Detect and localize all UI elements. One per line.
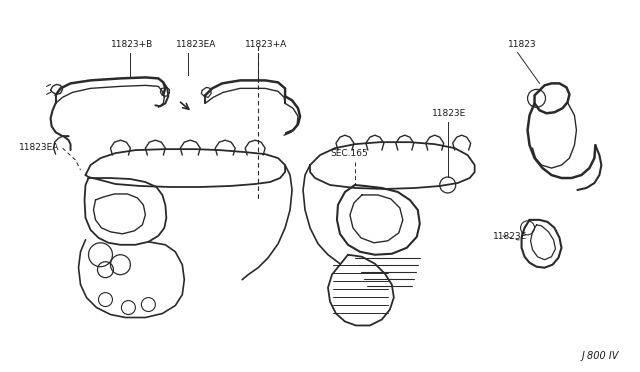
Text: 11823EA: 11823EA <box>19 143 59 152</box>
Text: SEC.165: SEC.165 <box>330 149 368 158</box>
Text: 11823: 11823 <box>508 39 536 48</box>
Text: 11823EA: 11823EA <box>176 39 217 48</box>
Text: 11823E: 11823E <box>432 109 466 118</box>
Text: J 800 IV: J 800 IV <box>582 351 620 361</box>
Text: 11823E: 11823E <box>493 232 527 241</box>
Text: 11823+A: 11823+A <box>245 39 287 48</box>
Text: 11823+B: 11823+B <box>111 39 153 48</box>
